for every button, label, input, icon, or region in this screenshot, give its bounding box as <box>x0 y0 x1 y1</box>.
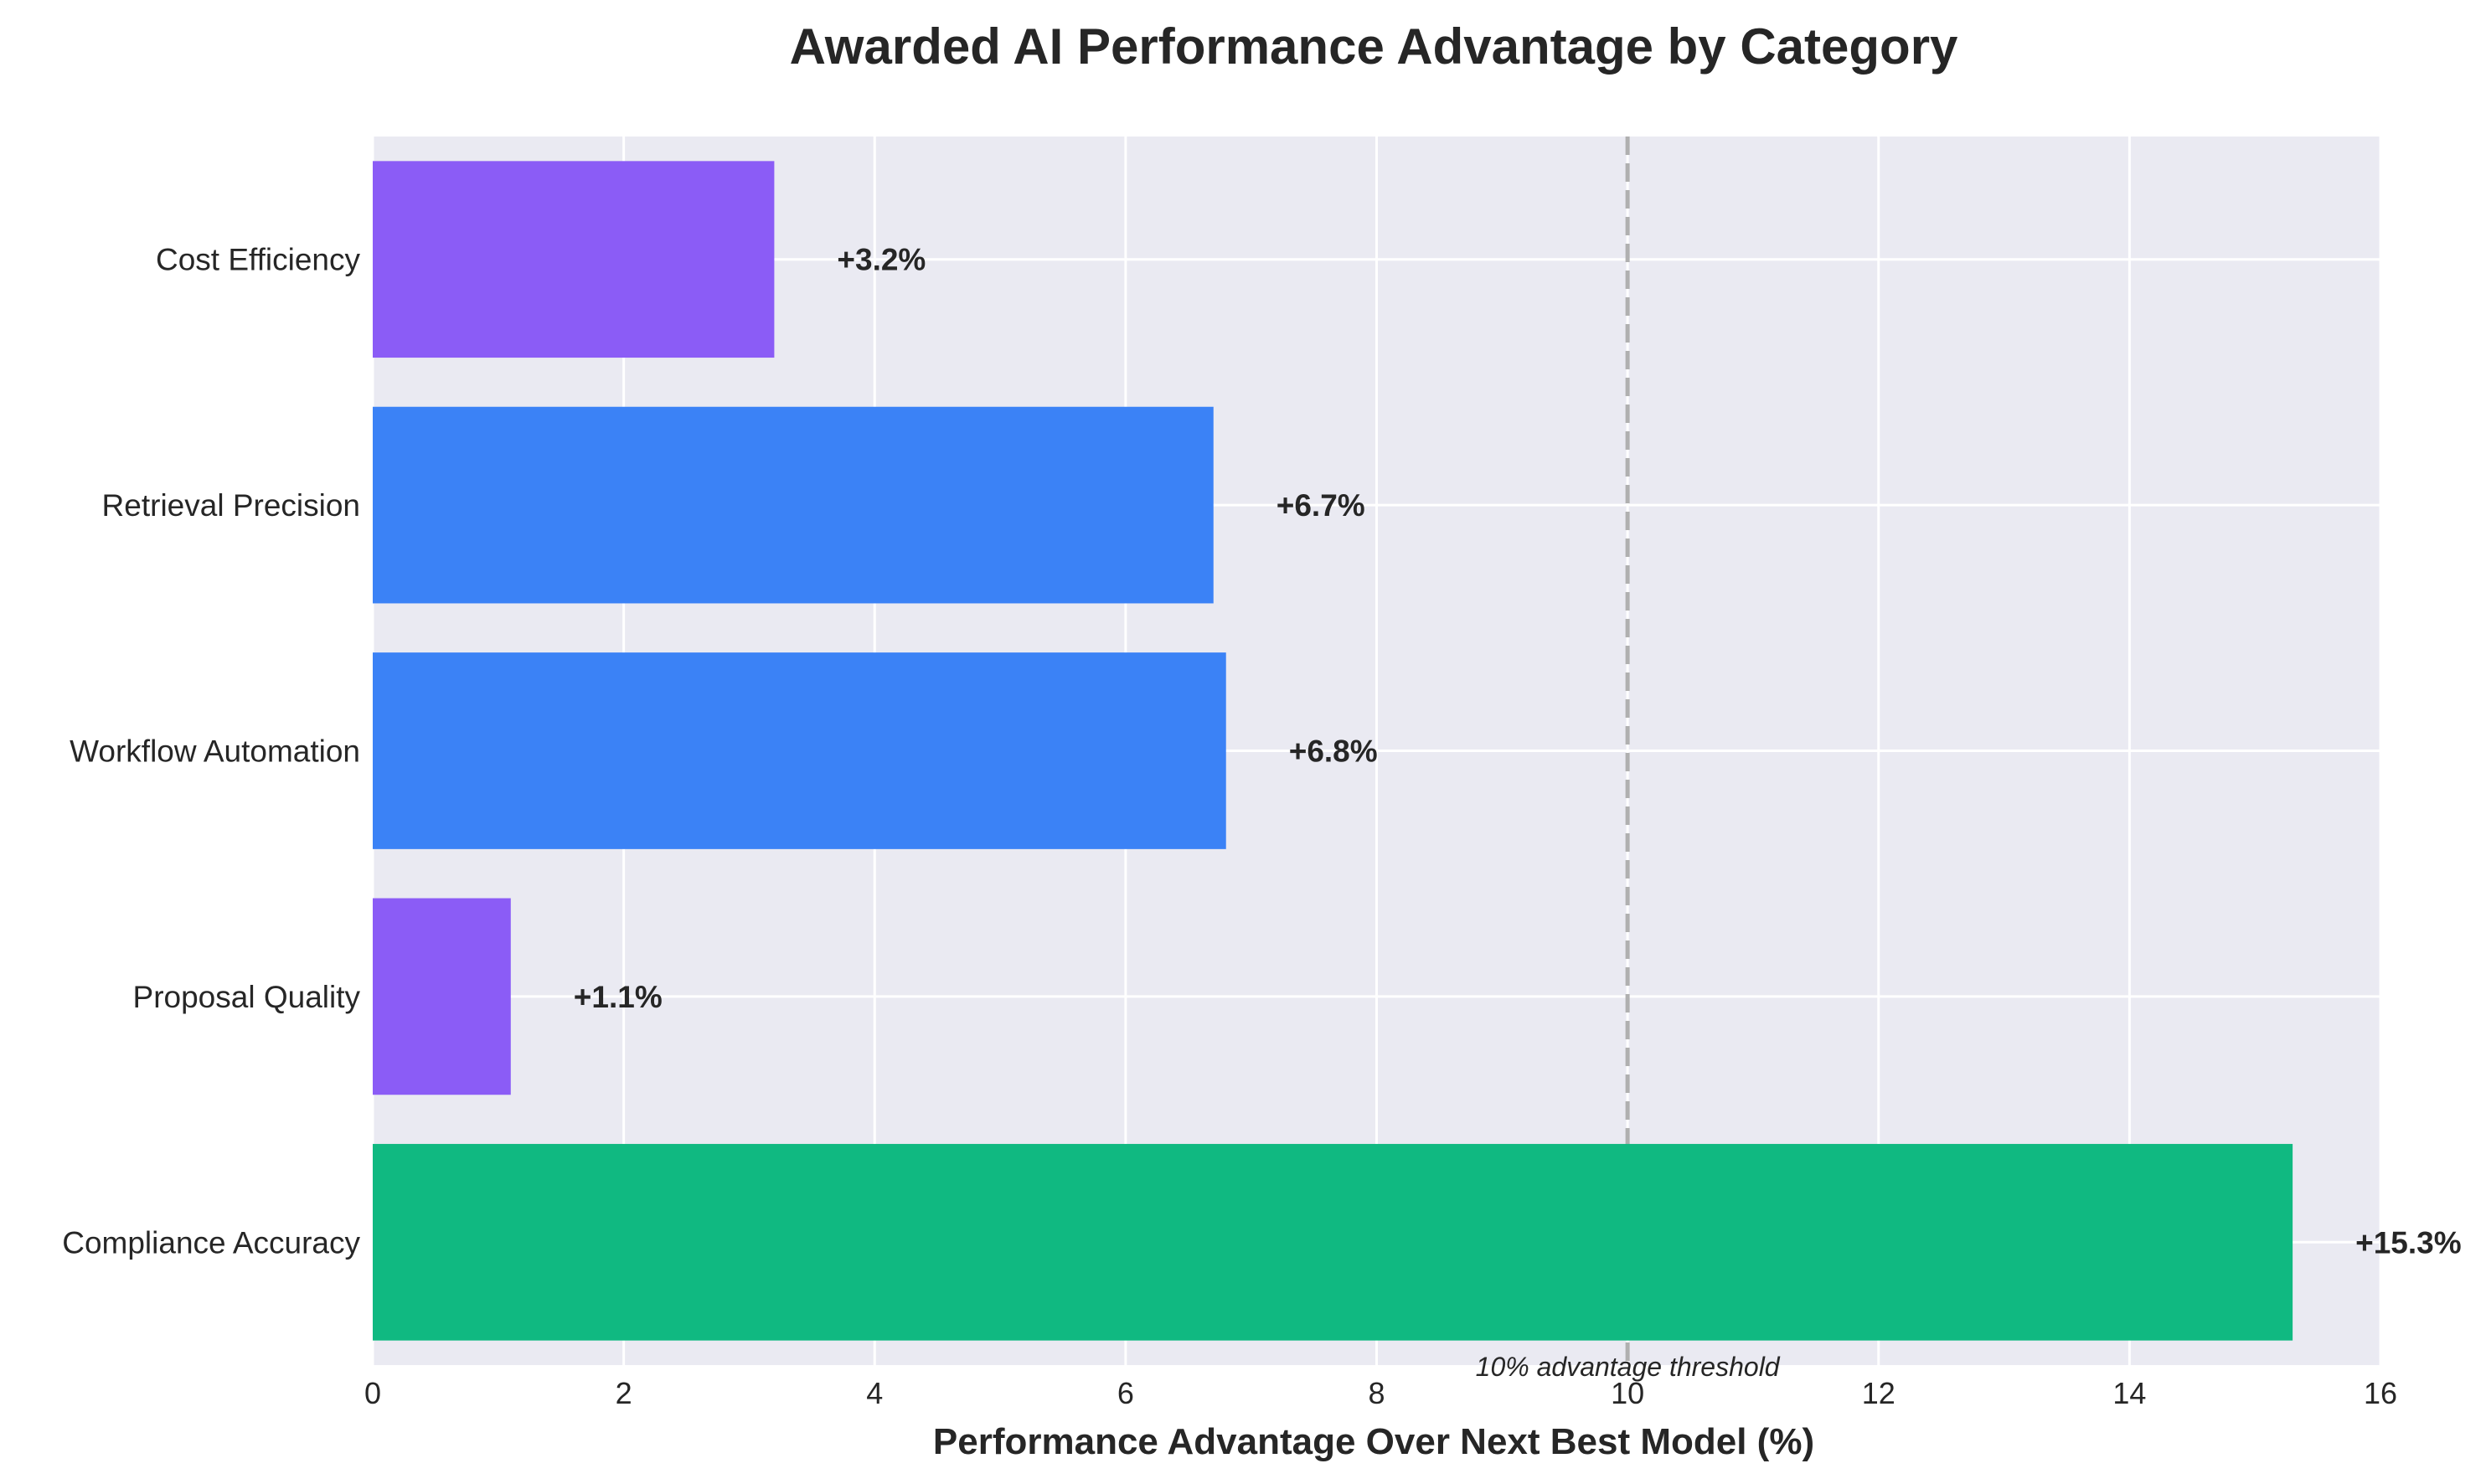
x-axis-label: Performance Advantage Over Next Best Mod… <box>933 1421 1814 1462</box>
bars <box>373 161 2293 1341</box>
data-label: +3.2% <box>837 243 926 277</box>
chart-title: Awarded AI Performance Advantage by Cate… <box>790 18 1958 75</box>
category-label: Compliance Accuracy <box>62 1225 360 1260</box>
data-label: +15.3% <box>2355 1225 2462 1260</box>
x-tick-label: 0 <box>364 1376 381 1410</box>
bar <box>373 652 1226 849</box>
category-label: Workflow Automation <box>70 734 360 769</box>
x-tick-label: 2 <box>616 1376 632 1410</box>
bar <box>373 406 1214 604</box>
x-tick-label: 8 <box>1368 1376 1385 1410</box>
threshold-label: 10% advantage threshold <box>1476 1352 1781 1382</box>
data-label: +1.1% <box>574 980 663 1014</box>
category-label: Proposal Quality <box>133 980 361 1014</box>
bar <box>373 161 775 358</box>
bar <box>373 1143 2293 1341</box>
data-label: +6.8% <box>1289 734 1378 769</box>
category-label: Cost Efficiency <box>156 243 361 277</box>
bar <box>373 898 511 1095</box>
x-tick-label: 14 <box>2112 1376 2146 1410</box>
category-labels: Compliance Accuracy Proposal Quality Workf… <box>62 243 360 1260</box>
x-tick-label: 16 <box>2364 1376 2397 1410</box>
category-label: Retrieval Precision <box>102 488 360 523</box>
x-tick-label: 12 <box>1862 1376 1895 1410</box>
x-tick-label: 10 <box>1611 1376 1644 1410</box>
x-tick-label: 4 <box>866 1376 883 1410</box>
x-tick-labels: 0 2 4 6 8 10 12 14 16 <box>364 1376 2397 1410</box>
data-label: +6.7% <box>1277 488 1365 523</box>
x-tick-label: 6 <box>1117 1376 1134 1410</box>
data-labels: +15.3% +1.1% +6.8% +6.7% +3.2% <box>574 243 2462 1260</box>
